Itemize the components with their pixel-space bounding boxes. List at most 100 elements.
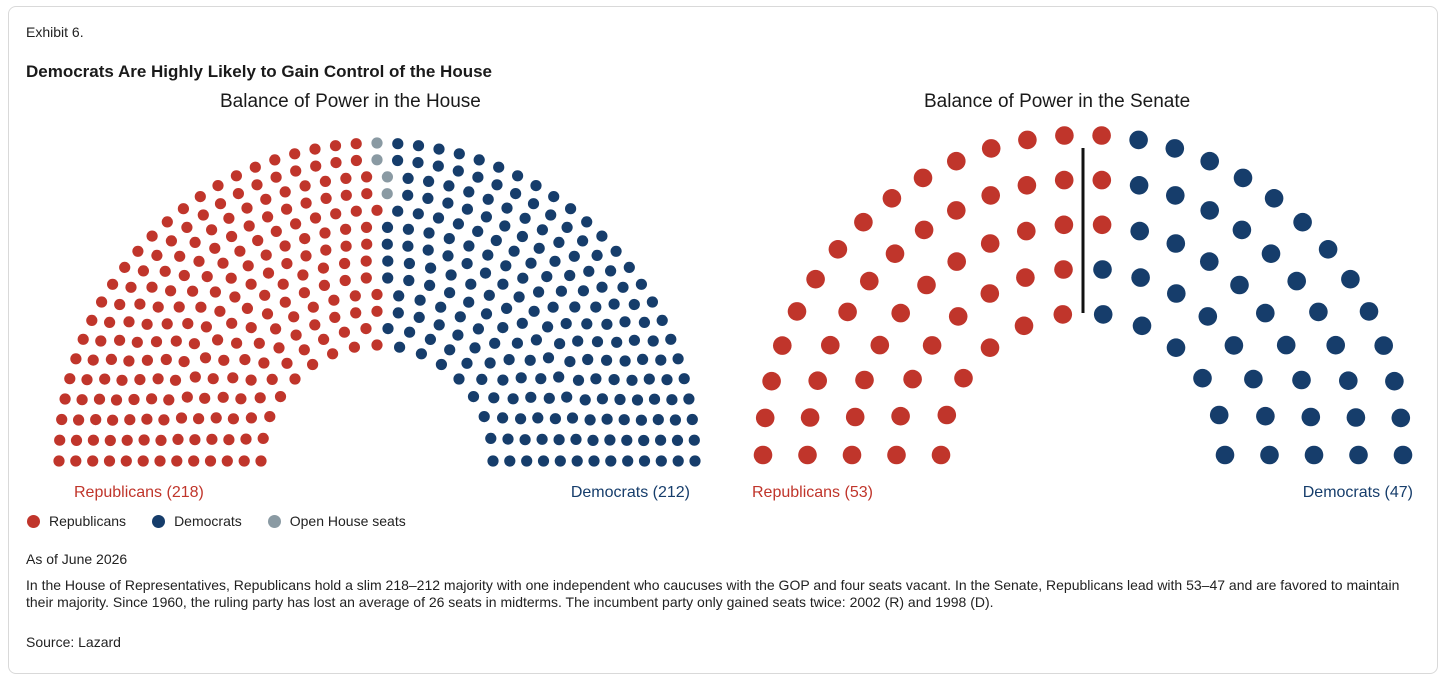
house-seat-democrats: [497, 322, 509, 334]
house-seat-republicans: [120, 455, 132, 467]
senate-seat-democrats: [1132, 316, 1152, 336]
house-seat-republicans: [340, 223, 352, 235]
house-seat-republicans: [204, 455, 217, 467]
senate-seat-republicans: [903, 369, 922, 389]
house-seat-republicans: [76, 394, 88, 406]
senate-seat-republicans: [808, 371, 827, 391]
house-seat-democrats: [513, 291, 525, 303]
house-seat-democrats: [635, 414, 648, 426]
house-seat-republicans: [134, 374, 146, 386]
senate-seat-republicans: [773, 336, 792, 355]
house-seat-republicans: [239, 354, 251, 366]
house-seat-republicans: [243, 220, 255, 232]
house-seat-democrats: [656, 314, 668, 326]
house-seat-republicans: [260, 249, 272, 261]
senate-seat-republicans: [947, 252, 966, 271]
senate-seat-republicans: [1092, 170, 1112, 190]
house-seat-democrats: [678, 373, 690, 385]
house-seat-democrats: [561, 221, 573, 233]
house-seat-republicans: [371, 305, 383, 317]
house-seat-republicans: [242, 260, 254, 272]
house-seat-republicans: [212, 180, 224, 192]
house-seat-republicans: [361, 188, 373, 200]
house-seat-republicans: [125, 281, 137, 293]
senate-seat-democrats: [1129, 130, 1148, 150]
legend-swatch-open-seats: [267, 514, 281, 528]
senate-seat-democrats: [1166, 338, 1186, 358]
house-seat-republicans: [165, 285, 177, 297]
house-seat-democrats: [489, 337, 501, 349]
house-seat-republicans: [193, 413, 205, 425]
house-seat-republicans: [161, 318, 173, 330]
house-seat-democrats: [472, 225, 484, 237]
house-seat-republicans: [104, 316, 116, 328]
house-seat-democrats: [442, 197, 454, 209]
house-seat-democrats: [652, 414, 664, 426]
house-seat-democrats: [570, 433, 582, 445]
house-seat-democrats: [463, 240, 475, 252]
senate-seat-republicans: [753, 445, 773, 465]
house-seat-democrats: [626, 374, 638, 386]
house-seat-democrats: [490, 234, 502, 247]
house-seat-democrats: [461, 357, 473, 369]
senate-seat-democrats: [1292, 370, 1311, 390]
house-seat-democrats: [566, 412, 579, 424]
house-seat-republicans: [169, 374, 182, 386]
senate-seat-democrats: [1276, 335, 1296, 355]
house-seat-republicans: [223, 434, 235, 446]
house-seat-democrats: [497, 412, 509, 424]
senate-seat-democrats: [1359, 302, 1379, 321]
house-seat-republicans: [309, 143, 321, 155]
house-seat-republicans: [307, 358, 319, 371]
senate-seat-democrats: [1244, 369, 1263, 389]
house-seat-republicans: [154, 455, 166, 467]
house-seat-democrats: [519, 434, 531, 446]
house-seat-republicans: [273, 342, 285, 354]
house-seat-democrats: [548, 191, 560, 203]
house-seat-republicans: [232, 188, 244, 200]
chart-note: In the House of Representatives, Republi…: [26, 577, 1400, 610]
exhibit-label: Exhibit 6.: [26, 24, 84, 40]
senate-seat-democrats: [1256, 303, 1275, 323]
house-seat-republicans: [132, 245, 144, 257]
house-seat-republicans: [350, 205, 362, 217]
senate-seat-republicans: [981, 186, 1000, 205]
house-seat-democrats: [443, 180, 455, 192]
house-seat-democrats: [569, 301, 581, 313]
senate-seat-democrats: [1385, 371, 1404, 391]
legend-item-republicans: Republicans: [27, 513, 126, 529]
house-seat-democrats: [435, 301, 447, 313]
house-seat-democrats: [532, 412, 544, 424]
house-seat-republicans: [339, 274, 351, 287]
house-seat-republicans: [371, 204, 383, 216]
house-seat-democrats: [381, 221, 394, 233]
house-seat-democrats: [469, 342, 481, 354]
senate-seat-democrats: [1131, 268, 1150, 287]
house-seat-republicans: [217, 391, 229, 403]
house-seat-democrats: [515, 413, 527, 425]
senate-seat-republicans: [787, 302, 807, 321]
house-seat-republicans: [158, 414, 170, 426]
senate-seat-democrats: [1393, 445, 1413, 465]
house-seat-democrats: [528, 305, 540, 317]
house-seat-democrats: [638, 316, 651, 328]
house-seat-democrats: [432, 160, 444, 172]
house-seat-democrats: [525, 257, 537, 269]
senate-seat-republicans: [855, 370, 874, 390]
legend-label-democrats: Democrats: [174, 513, 242, 529]
house-seat-democrats: [605, 455, 617, 467]
legend-label-republicans: Republicans: [49, 513, 127, 529]
house-seat-democrats: [461, 203, 473, 215]
legend: Republicans Democrats Open House seats: [27, 513, 432, 529]
house-seat-republicans: [238, 455, 250, 467]
house-seat-democrats: [596, 230, 608, 242]
senate-seat-republicans: [937, 405, 957, 425]
senate-seat-republicans: [1014, 316, 1034, 336]
house-seat-republicans: [172, 433, 184, 445]
house-seat-democrats: [516, 317, 528, 329]
house-seat-republicans: [123, 316, 135, 328]
house-seat-democrats: [501, 302, 513, 314]
house-seat-republicans: [138, 434, 150, 446]
house-seat-republicans: [146, 230, 158, 242]
